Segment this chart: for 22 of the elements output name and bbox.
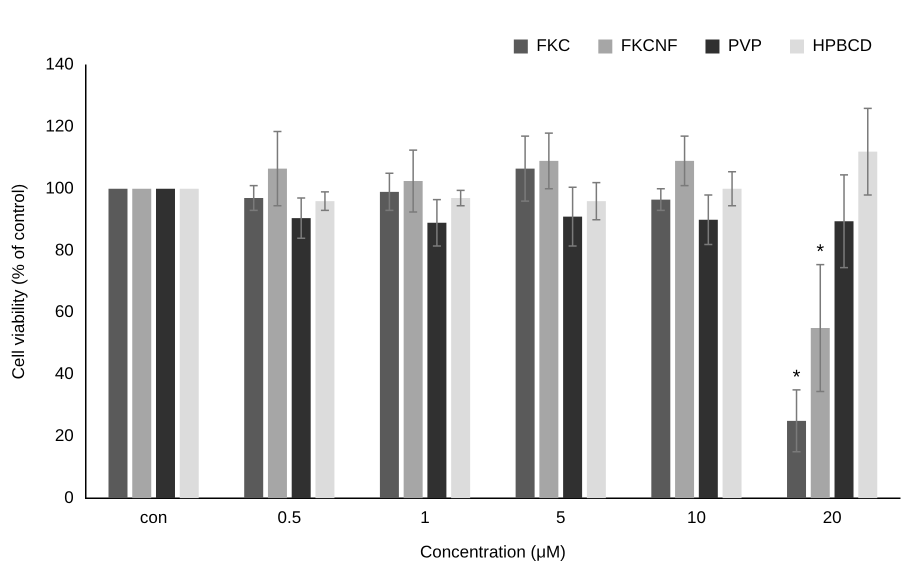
y-tick-label: 80 <box>54 240 74 260</box>
x-tick-label: con <box>140 508 168 528</box>
legend-label: HPBCD <box>812 36 872 56</box>
y-axis-title: Cell viability (% of control) <box>8 184 28 380</box>
legend-label: FKCNF <box>620 36 678 56</box>
y-tick-label: 20 <box>54 426 74 445</box>
x-tick-label: 0.5 <box>278 508 302 528</box>
x-tick-label: 20 <box>822 508 842 528</box>
legend-label: FKC <box>536 36 570 56</box>
annotation: * <box>816 241 824 264</box>
x-axis-title: Concentration (μM) <box>420 542 566 562</box>
y-tick-label: 100 <box>45 178 74 198</box>
x-tick-label: 5 <box>556 508 566 528</box>
x-tick-label: 1 <box>420 508 430 528</box>
x-tick-label: 10 <box>686 508 706 528</box>
annotation: * <box>792 366 801 388</box>
y-tick-label: 40 <box>54 364 74 384</box>
y-tick-label: 0 <box>64 488 74 507</box>
legend-label: PVP <box>728 36 762 56</box>
y-tick-label: 60 <box>54 302 74 322</box>
y-tick-label: 140 <box>45 54 74 74</box>
y-tick-label: 120 <box>45 116 74 136</box>
